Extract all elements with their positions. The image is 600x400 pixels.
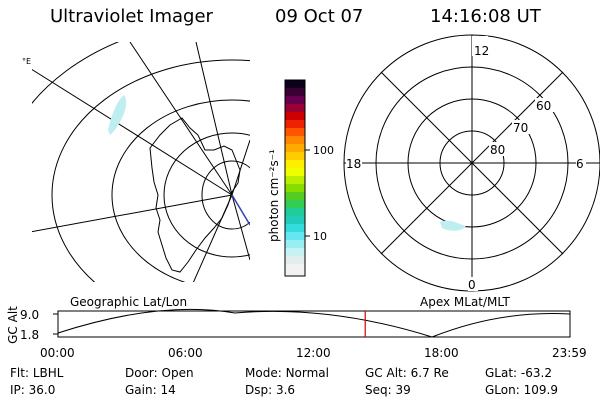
orbit-ylabel: GC Alt xyxy=(5,306,20,344)
orbit-xtick-0: 00:00 xyxy=(40,346,75,360)
instrument-title: Ultraviolet Imager xyxy=(50,6,213,27)
lat-label-60: 60 xyxy=(536,99,551,113)
orbit-ytick-top: 9.0 xyxy=(20,308,40,322)
coastline xyxy=(149,117,241,273)
colorbar-tick-10: 10 xyxy=(313,230,327,243)
geographic-map xyxy=(32,42,250,282)
lat-label-80: 80 xyxy=(490,143,505,157)
magnetic-pole-line xyxy=(231,194,250,226)
mlt-label-6: 6 xyxy=(576,157,584,171)
apex-panel-label: Apex MLat/MLT xyxy=(420,295,510,309)
mlt-label-18: 18 xyxy=(346,157,361,171)
orbit-xtick-3: 18:00 xyxy=(424,346,459,360)
status-ip: IP: 36.0 xyxy=(10,383,56,397)
status-seq: Seq: 39 xyxy=(365,383,411,397)
date-label: 09 Oct 07 xyxy=(275,6,364,27)
mlt-label-0: 0 xyxy=(468,278,476,292)
lat-label-70: 70 xyxy=(513,121,528,135)
time-label: 14:16:08 UT xyxy=(430,6,541,27)
polar-plot xyxy=(343,34,600,292)
orbit-xtick-2: 12:00 xyxy=(296,346,331,360)
geo-corner-label: °E xyxy=(22,57,31,66)
status-glon: GLon: 109.9 xyxy=(485,383,558,397)
orbit-altitude-curve xyxy=(57,308,571,338)
status-gc-alt: GC Alt: 6.7 Re xyxy=(365,366,449,380)
orbit-xtick-1: 06:00 xyxy=(168,346,203,360)
status-dsp: Dsp: 3.6 xyxy=(245,383,296,397)
aurora-patch-polar xyxy=(440,220,466,231)
colorbar-tick-100: 100 xyxy=(313,144,334,157)
aurora-patch-geo xyxy=(108,95,127,135)
orbit-strip xyxy=(53,308,571,338)
colorbar-label: photon cm⁻²s⁻¹ xyxy=(267,149,281,242)
status-door: Door: Open xyxy=(125,366,194,380)
color-scale xyxy=(284,79,310,277)
orbit-ytick-bottom: 1.8 xyxy=(20,328,40,342)
status-glat: GLat: -63.2 xyxy=(485,366,552,380)
geo-panel-label: Geographic Lat/Lon xyxy=(70,295,188,309)
status-mode: Mode: Normal xyxy=(245,366,329,380)
orbit-xtick-4: 23:59 xyxy=(552,346,587,360)
mlt-label-12: 12 xyxy=(474,44,489,58)
status-gain: Gain: 14 xyxy=(125,383,176,397)
status-flt: Flt: LBHL xyxy=(10,366,64,380)
